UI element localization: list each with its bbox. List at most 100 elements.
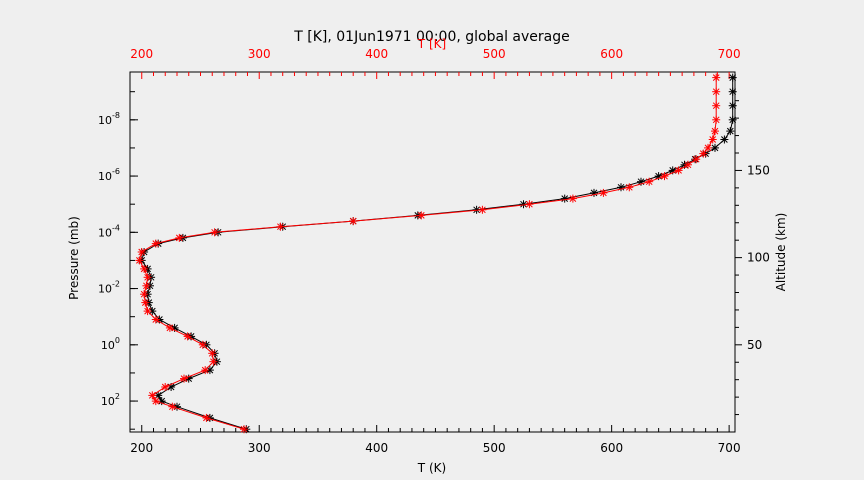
data-point — [684, 160, 692, 169]
data-point — [728, 87, 737, 96]
marker-stroke — [561, 195, 569, 202]
marker-stroke — [473, 206, 480, 214]
x-tick-label: 500 — [483, 441, 506, 455]
marker-stroke — [166, 324, 174, 332]
marker-stroke — [180, 375, 188, 382]
data-point — [349, 217, 358, 226]
series-line — [141, 77, 734, 430]
marker-stroke — [140, 265, 148, 273]
marker-stroke — [712, 88, 720, 96]
data-point — [692, 155, 701, 164]
data-point — [720, 135, 729, 144]
marker-stroke — [203, 414, 210, 422]
data-point — [201, 366, 210, 375]
chart-title: T [K], 01Jun1971 00:00, global average — [293, 29, 569, 45]
right-axis-label: Altitude (km) — [774, 213, 788, 292]
data-point — [135, 256, 144, 265]
marker-stroke — [625, 183, 633, 191]
marker-stroke — [240, 425, 248, 433]
data-point — [183, 332, 192, 341]
data-point — [240, 425, 248, 434]
data-point — [209, 357, 218, 366]
marker-stroke — [661, 172, 668, 180]
data-point — [568, 194, 577, 203]
data-point — [699, 149, 708, 158]
marker-stroke — [167, 383, 175, 391]
marker-stroke — [526, 200, 533, 208]
marker-stroke — [208, 349, 216, 357]
data-point — [712, 115, 721, 124]
marker-stroke — [140, 290, 148, 298]
marker-stroke — [148, 392, 156, 399]
data-point — [202, 413, 211, 422]
x-axis-label: T (K) — [417, 461, 446, 475]
marker-stroke — [136, 257, 143, 264]
axes-group: 200 200 300 300 400 400 500 500 600 600 700 700 10-8… — [98, 47, 770, 455]
data-point — [151, 397, 160, 406]
marker-stroke — [479, 206, 486, 214]
top-x-tick-label: 400 — [365, 47, 388, 61]
data-point — [161, 383, 170, 391]
data-point — [625, 183, 634, 192]
data-point — [711, 127, 719, 136]
marker-stroke — [158, 397, 166, 405]
data-point — [143, 273, 152, 282]
data-point — [175, 233, 184, 242]
data-point — [141, 298, 150, 307]
plot-frame — [129, 71, 736, 433]
marker-stroke — [712, 116, 720, 124]
data-point — [208, 349, 217, 358]
marker-stroke — [141, 299, 149, 306]
marker-stroke — [175, 234, 183, 242]
y-tick-label: 102 — [101, 392, 120, 408]
marker-stroke — [138, 248, 146, 256]
data-point — [560, 194, 569, 203]
marker-stroke — [144, 307, 151, 315]
marker-stroke — [729, 74, 737, 81]
x-tick-label: 400 — [365, 441, 388, 455]
data-point — [711, 143, 719, 152]
marker-stroke — [210, 358, 217, 366]
data-point — [599, 188, 608, 197]
marker-stroke — [704, 144, 712, 152]
marker-stroke — [637, 178, 645, 186]
altitude-tick-label: 100 — [747, 251, 770, 265]
data-point — [712, 73, 721, 82]
marker-stroke — [143, 282, 150, 290]
series-line — [138, 77, 717, 430]
marker-stroke — [699, 150, 707, 157]
marker-stroke — [669, 167, 677, 174]
marker-stroke — [709, 136, 717, 143]
marker-stroke — [711, 127, 719, 135]
data-point — [148, 391, 157, 400]
marker-stroke — [600, 189, 607, 197]
data-point — [276, 222, 285, 231]
marker-stroke — [417, 212, 425, 219]
marker-stroke — [144, 273, 151, 281]
data-point — [143, 307, 152, 316]
marker-stroke — [729, 116, 737, 124]
data-point — [728, 115, 737, 124]
data-point — [712, 87, 721, 96]
x-tick-label: 600 — [600, 441, 623, 455]
data-point — [417, 211, 426, 220]
data-point — [142, 281, 151, 290]
data-point — [168, 402, 177, 411]
marker-stroke — [520, 200, 527, 208]
top-axis-label: T [K] — [417, 37, 446, 51]
data-point — [708, 135, 717, 144]
data-point — [140, 290, 149, 299]
data-point — [151, 315, 160, 324]
y-tick-label: 10-8 — [98, 111, 120, 127]
altitude-tick-label: 50 — [747, 338, 762, 352]
top-x-tick-label: 300 — [248, 47, 271, 61]
data-point — [525, 200, 534, 209]
y-tick-label: 100 — [101, 336, 120, 352]
y-tick-label: 10-4 — [98, 223, 120, 239]
top-x-tick-label: 600 — [600, 47, 623, 61]
data-point — [712, 101, 721, 110]
top-x-tick-label: 200 — [130, 47, 153, 61]
marker-stroke — [721, 136, 728, 143]
marker-stroke — [675, 167, 682, 174]
